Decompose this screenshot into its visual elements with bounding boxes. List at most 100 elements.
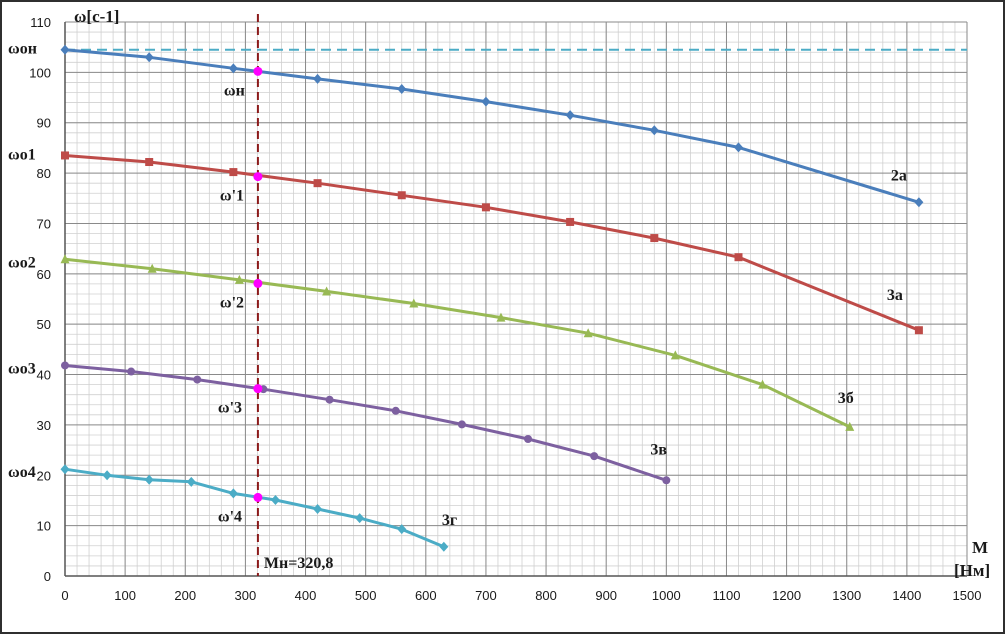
rated-point [253,492,263,502]
y-tick-label: 40 [37,368,51,383]
marker-3г [228,488,238,499]
marker-2а [228,63,238,74]
marker-3г [60,464,70,475]
series-label-2а: 2а [891,167,907,184]
marker-3в [61,361,69,370]
rated-point-label: ω'4 [218,508,242,525]
y-tick-label: 80 [37,166,51,181]
x-tick-label: 200 [174,588,196,603]
x-tick-label: 1300 [832,588,861,603]
marker-3г [144,474,154,485]
y-tick-label: 100 [29,65,51,80]
series-label-3а: 3а [887,287,903,304]
rated-point-label: ω'1 [220,188,244,205]
y-annotation: ωо2 [8,255,36,272]
rated-point-label: ω'2 [220,294,244,311]
x-tick-label: 0 [61,588,68,603]
marker-3г [313,504,323,515]
y-tick-label: 70 [37,216,51,231]
marker-3в [457,420,466,429]
marker-2а [733,142,743,153]
annotations: Мн=320,8 2а 3а 3б 3в 3г ωн ω'1 ω'2 ω'3 ω'4 ωон ωо1 ωо… [8,41,907,572]
marker-3в [590,452,599,461]
marker-3а [145,158,154,167]
series-markers [60,44,924,552]
marker-3в [325,395,334,404]
marker-3б [670,350,680,360]
marker-3г [186,476,196,487]
x-axis-label-line2: [Нм] [954,561,990,580]
rated-point [253,278,263,288]
marker-3б [234,274,244,284]
y-axis-label: ω[c-1] [74,7,119,26]
x-tick-label: 300 [235,588,257,603]
y-tick-label: 30 [37,418,51,433]
marker-3а [650,234,659,243]
x-tick-label: 600 [415,588,437,603]
x-tick-label: 700 [475,588,497,603]
marker-2а [914,197,924,208]
y-tick-label: 20 [37,468,51,483]
marker-2а [649,125,659,136]
marker-3г [439,541,449,552]
x-tick-label: 900 [595,588,617,603]
marker-3б [147,263,157,273]
rated-point [253,172,263,182]
series-line-2а [64,48,920,204]
rated-points [253,66,263,502]
series-line-3а [64,154,920,332]
y-tick-label: 0 [44,569,51,584]
marker-3в [193,375,202,384]
y-tick-label: 60 [37,267,51,282]
x-tick-label: 400 [295,588,317,603]
reference-lines [65,14,967,576]
marker-3г [102,470,112,481]
marker-3г [397,524,407,535]
marker-3в [127,367,136,376]
series-line-3г [64,467,445,549]
marker-3а [61,151,69,160]
marker-3б [409,298,419,308]
y-tick-label: 50 [37,317,51,332]
series-label-3г: 3г [442,512,457,529]
rated-point [253,66,263,76]
minor-grid [64,21,968,577]
x-tick-label: 1000 [652,588,681,603]
series-label-3б: 3б [838,390,854,407]
marker-3а [734,253,743,262]
marker-2а [397,83,407,94]
marker-3б [60,254,70,264]
rated-point [253,384,263,394]
x-tick-label: 1100 [712,588,740,603]
marker-3б [758,379,768,389]
y-tick-label: 110 [30,15,51,30]
y-tick-label: 10 [37,519,51,534]
y-annotation: ωо1 [8,146,36,163]
rated-torque-label: Мн=320,8 [264,555,333,572]
marker-3а [313,179,322,188]
marker-3б [322,286,332,296]
marker-3а [914,326,923,335]
series-line-3б [64,257,851,429]
marker-2а [144,52,154,63]
marker-3г [270,494,280,505]
y-annotation: ωо4 [8,464,36,481]
marker-2а [565,110,575,121]
x-tick-label: 500 [355,588,377,603]
marker-3б [845,421,855,431]
marker-2а [60,44,70,55]
marker-2а [481,96,491,107]
x-tick-label: 1400 [892,588,921,603]
marker-3а [481,203,490,212]
marker-3а [229,168,238,177]
x-tick-label: 1500 [953,588,982,603]
tick-labels: 0 100 200 300 400 500 600 700 800 900 1000 1100 1200… [29,15,981,603]
series-lines [64,48,920,549]
series-label-3в: 3в [650,441,667,458]
marker-3г [355,513,365,524]
y-tick-label: 90 [37,116,51,131]
marker-3б [496,312,506,322]
rated-point-label: ωн [224,82,245,99]
